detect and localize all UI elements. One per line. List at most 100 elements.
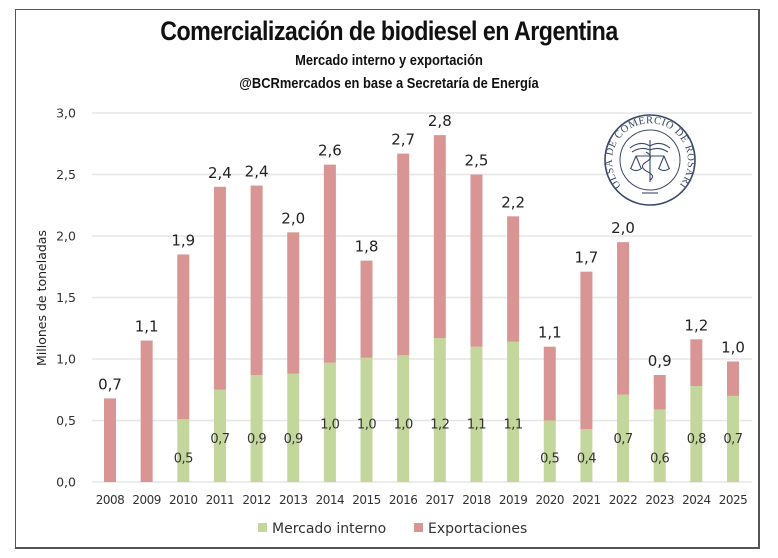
bar-mercado-interno [690,386,703,482]
x-tick-label: 2025 [719,493,748,507]
interno-label: 0,7 [723,432,742,447]
total-label: 1,7 [574,249,598,267]
x-axis-ticks: 2008 2009 2010 2011 2012 2013 2014 2015 2016 2017… [96,493,748,507]
total-label: 0,7 [98,375,122,393]
legend: Mercado interno Exportaciones [258,521,527,537]
bar-mercado-interno [397,355,410,482]
x-tick-label: 2013 [279,493,308,507]
chart-title: Comercialización de biodiesel en Argenti… [160,16,618,46]
y-tick-label: 0,5 [56,413,76,428]
bar-exportaciones [397,153,410,356]
bar-exportaciones [360,260,373,358]
bar-mercado-interno [323,362,336,482]
chart-subtitle: Mercado interno y exportación [295,52,483,69]
total-label: 1,1 [135,318,159,336]
bar-exportaciones [323,164,336,363]
total-label: 0,9 [648,352,672,370]
total-label: 2,5 [465,152,489,170]
x-tick-label: 2008 [96,493,125,507]
interno-label: 1,0 [357,418,376,433]
legend-label: Exportaciones [428,521,527,537]
x-tick-label: 2012 [242,493,271,507]
interno-label: 0,5 [540,451,559,466]
bar-mercado-interno [507,341,520,482]
y-tick-label: 3,0 [56,106,76,121]
bar-exportaciones [543,346,556,421]
x-tick-label: 2016 [389,493,418,507]
total-label: 2,4 [208,164,232,182]
y-axis-ticks: 0,0 0,5 1,0 1,5 2,0 2,5 3,0 [56,106,76,490]
interno-label: 0,9 [284,432,303,447]
interno-label: 1,1 [467,418,486,433]
x-tick-label: 2015 [352,493,381,507]
bar-mercado-interno [213,389,226,482]
x-tick-label: 2020 [535,493,564,507]
interno-label: 1,1 [504,418,523,433]
bar-exportaciones [287,232,300,374]
interno-label: 1,0 [394,418,413,433]
legend-label: Mercado interno [272,521,386,537]
bar-exportaciones [727,361,739,396]
total-label: 1,9 [171,231,195,249]
x-tick-label: 2018 [462,493,491,507]
bar-mercado-interno [433,338,446,482]
logo-inner-ring [619,129,681,191]
x-tick-label: 2023 [645,493,674,507]
y-tick-label: 2,0 [56,229,76,244]
legend-swatch [414,523,423,532]
bar-exportaciones [617,242,630,395]
x-tick-label: 2014 [316,493,345,507]
y-axis-label: Millones de toneladas [34,230,49,366]
x-tick-label: 2019 [499,493,528,507]
bar-exportaciones [507,216,520,342]
total-label: 1,0 [721,338,745,356]
interno-label: 0,9 [247,432,266,447]
total-label: 1,8 [355,238,379,256]
bar-exportaciones [104,398,116,482]
total-label: 1,1 [538,324,562,342]
bar-mercado-interno [617,394,630,482]
bar-exportaciones [140,340,153,482]
bar-exportaciones [433,135,446,339]
caduceus-scales-icon [629,140,671,194]
total-label: 2,0 [281,209,305,227]
y-tick-label: 1,5 [56,290,76,305]
total-label: 2,6 [318,142,342,160]
bar-exportaciones [250,185,263,375]
total-label: 2,2 [501,193,525,211]
x-tick-label: 2011 [206,493,235,507]
bar-mercado-interno [250,374,263,482]
bar-mercado-interno [580,429,593,482]
bcr-logo: BOLSA DE COMERCIO DE ROSARIO [604,114,696,206]
interno-label: 0,4 [577,451,596,466]
total-label: 2,7 [391,131,415,149]
bar-mercado-interno [727,395,739,482]
bar-mercado-interno [287,373,300,482]
bar-exportaciones [177,254,190,420]
x-tick-label: 2009 [132,493,161,507]
interno-label: 0,8 [687,432,706,447]
interno-label: 0,7 [210,432,229,447]
bar-exportaciones [213,186,226,390]
interno-label: 0,7 [613,432,632,447]
chart-source: @BCRmercados en base a Secretaría de Ene… [239,75,539,92]
bars [104,135,739,482]
bar-mercado-interno [360,357,373,482]
y-tick-label: 0,0 [56,475,76,490]
total-label: 2,0 [611,219,635,237]
bar-mercado-interno [177,419,190,482]
bar-exportaciones [470,174,483,347]
bar-mercado-interno [470,346,483,482]
chart-frame [15,9,760,549]
x-tick-label: 2021 [572,493,601,507]
interno-label: 0,5 [174,451,193,466]
x-tick-label: 2010 [169,493,198,507]
interno-label: 1,2 [430,418,449,433]
bar-mercado-interno [653,409,666,482]
total-label: 2,8 [428,112,452,130]
interno-label: 0,6 [650,451,669,466]
total-label: 2,4 [245,163,269,181]
x-tick-label: 2017 [426,493,455,507]
bar-mercado-interno [543,420,556,482]
